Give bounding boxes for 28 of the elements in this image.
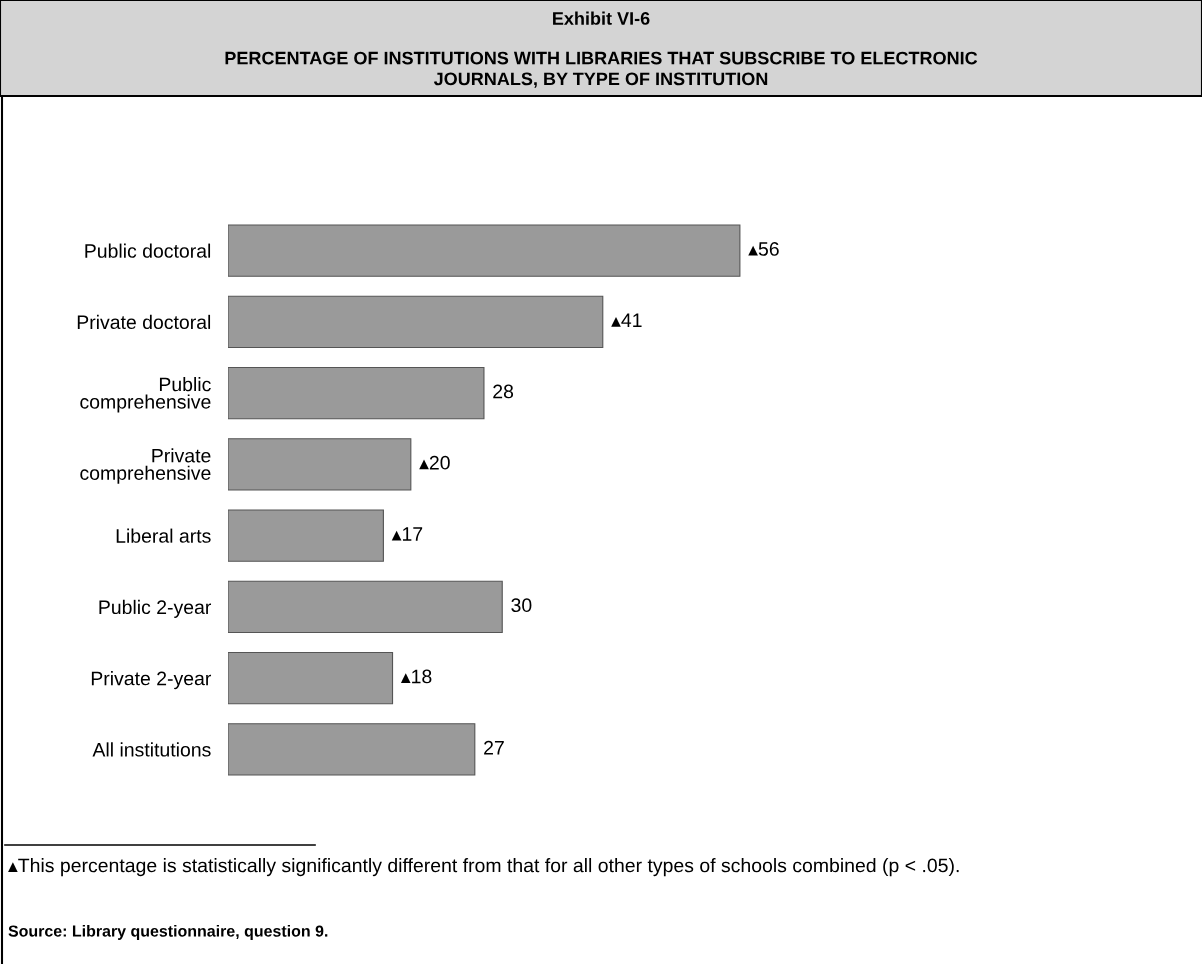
chart-title: Exhibit VI-6 (553, 11, 650, 25)
y-tick-label: Public comprehensive (80, 377, 211, 413)
bar (228, 295, 604, 349)
source-note: Source: Library questionnaire, question 9. (8, 925, 328, 940)
y-tick-label: Private doctoral (77, 314, 211, 330)
bar (228, 438, 412, 491)
text: ▴This percentage is statistically significantly different from that for all other types of schools combined (p < .05). (8, 858, 959, 877)
data-label: ▴20 (419, 455, 450, 470)
data-label: 28 (493, 384, 514, 399)
data-label: ▴17 (391, 527, 423, 541)
data-label: ▴41 (611, 313, 642, 327)
y-tick-label: Public 2-year (99, 599, 212, 618)
y-tick-label: Liberal arts (116, 528, 211, 543)
data-label: 27 (484, 740, 504, 755)
bar (228, 723, 476, 776)
y-tick-label: Private 2-year (91, 671, 212, 690)
data-label: ▴56 (748, 242, 779, 256)
bar (228, 651, 394, 705)
y-tick-label: Public doctoral (85, 243, 211, 258)
bar (228, 366, 485, 420)
bar (228, 224, 741, 277)
data-label: 30 (511, 598, 532, 613)
data-label: ▴18 (400, 669, 432, 684)
y-tick-label: All institutions (92, 742, 211, 757)
bar (228, 509, 384, 562)
bar (228, 580, 503, 634)
chart-subtitle: PERCENTAGE OF INSTITUTIONS WITH LIBRARIES THAT SUBSCRIBE TO ELECTRONIC JOURNALS, BY TYPE OF INSTITUTION (225, 51, 978, 88)
y-tick-label: Private comprehensive (80, 448, 211, 484)
